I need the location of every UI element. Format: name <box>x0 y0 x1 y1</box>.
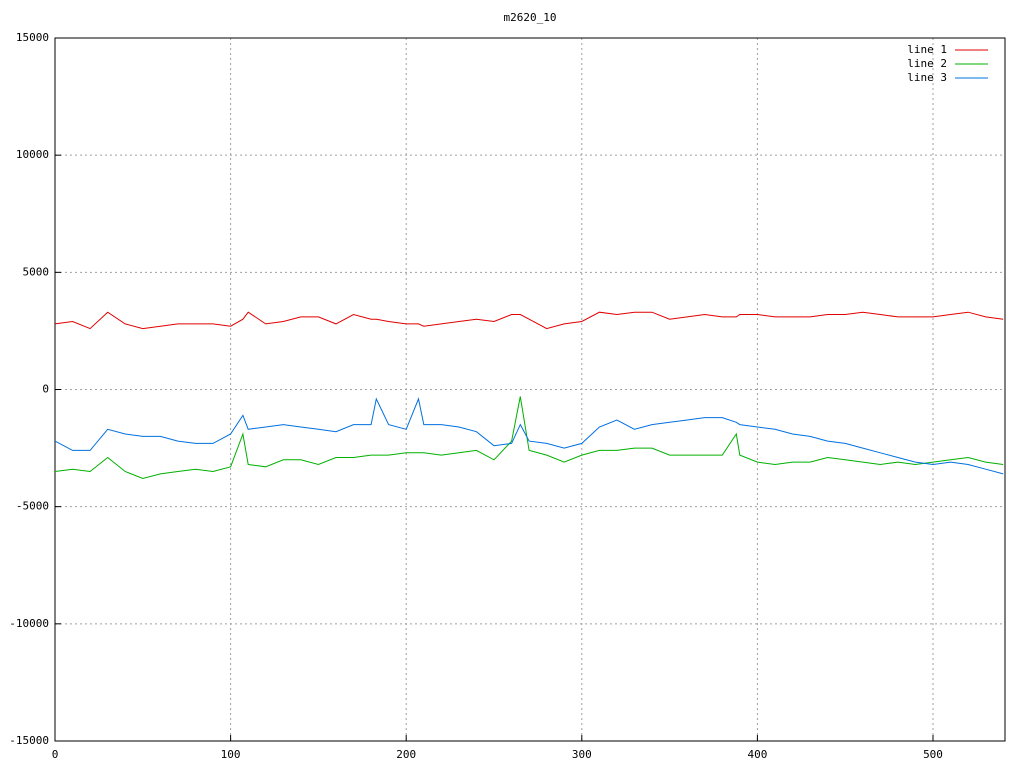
y-tick-label: -10000 <box>9 617 49 630</box>
y-tick-label: 0 <box>42 383 49 396</box>
x-tick-label: 0 <box>52 748 59 761</box>
y-tick-label: -15000 <box>9 734 49 747</box>
y-tick-label: 10000 <box>16 148 49 161</box>
x-tick-label: 200 <box>396 748 416 761</box>
x-tick-label: 100 <box>221 748 241 761</box>
series-line <box>54 396 1004 480</box>
x-tick-label: 300 <box>572 748 592 761</box>
chart-title: m2620_10 <box>504 11 557 24</box>
series-line <box>54 311 1004 330</box>
legend-label: line 2 <box>907 57 947 70</box>
x-tick-label: 400 <box>747 748 767 761</box>
legend-label: line 1 <box>907 43 947 56</box>
y-tick-label: 15000 <box>16 31 49 44</box>
series-line <box>54 397 1004 475</box>
y-tick-label: -5000 <box>16 500 49 513</box>
legend-label: line 3 <box>907 71 947 84</box>
x-tick-label: 500 <box>923 748 943 761</box>
plot-frame <box>54 37 1006 742</box>
y-tick-label: 5000 <box>23 265 50 278</box>
